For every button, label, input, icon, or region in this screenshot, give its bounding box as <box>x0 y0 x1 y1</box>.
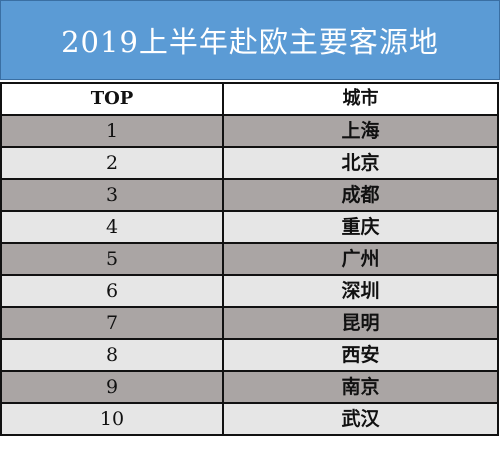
table-row: 2 北京 <box>0 146 499 180</box>
table-row: 6 深圳 <box>0 274 499 308</box>
city-cell: 广州 <box>222 242 499 276</box>
rank-cell: 9 <box>0 370 224 404</box>
city-cell: 上海 <box>222 114 499 148</box>
table-row: 5 广州 <box>0 242 499 276</box>
city-cell: 昆明 <box>222 306 499 340</box>
column-header-city: 城市 <box>222 82 499 116</box>
table-row: 10 武汉 <box>0 402 499 436</box>
city-cell: 南京 <box>222 370 499 404</box>
table-row: 8 西安 <box>0 338 499 372</box>
rank-cell: 10 <box>0 402 224 436</box>
table-row: 1 上海 <box>0 114 499 148</box>
city-cell: 西安 <box>222 338 499 372</box>
column-header-top: TOP <box>0 82 224 116</box>
city-cell: 武汉 <box>222 402 499 436</box>
table-row: 9 南京 <box>0 370 499 404</box>
table-row: 3 成都 <box>0 178 499 212</box>
table-row: 7 昆明 <box>0 306 499 340</box>
rank-cell: 8 <box>0 338 224 372</box>
city-cell: 北京 <box>222 146 499 180</box>
rank-cell: 6 <box>0 274 224 308</box>
rank-cell: 2 <box>0 146 224 180</box>
rank-cell: 1 <box>0 114 224 148</box>
rank-cell: 4 <box>0 210 224 244</box>
page-title: 2019上半年赴欧主要客源地 <box>0 0 500 80</box>
table-row: 4 重庆 <box>0 210 499 244</box>
city-cell: 成都 <box>222 178 499 212</box>
table-header-row: TOP 城市 <box>0 82 499 116</box>
city-cell: 深圳 <box>222 274 499 308</box>
rank-cell: 5 <box>0 242 224 276</box>
city-cell: 重庆 <box>222 210 499 244</box>
ranking-table: TOP 城市 1 上海 2 北京 3 成都 4 重庆 5 广州 <box>0 82 499 436</box>
rank-cell: 3 <box>0 178 224 212</box>
rank-cell: 7 <box>0 306 224 340</box>
